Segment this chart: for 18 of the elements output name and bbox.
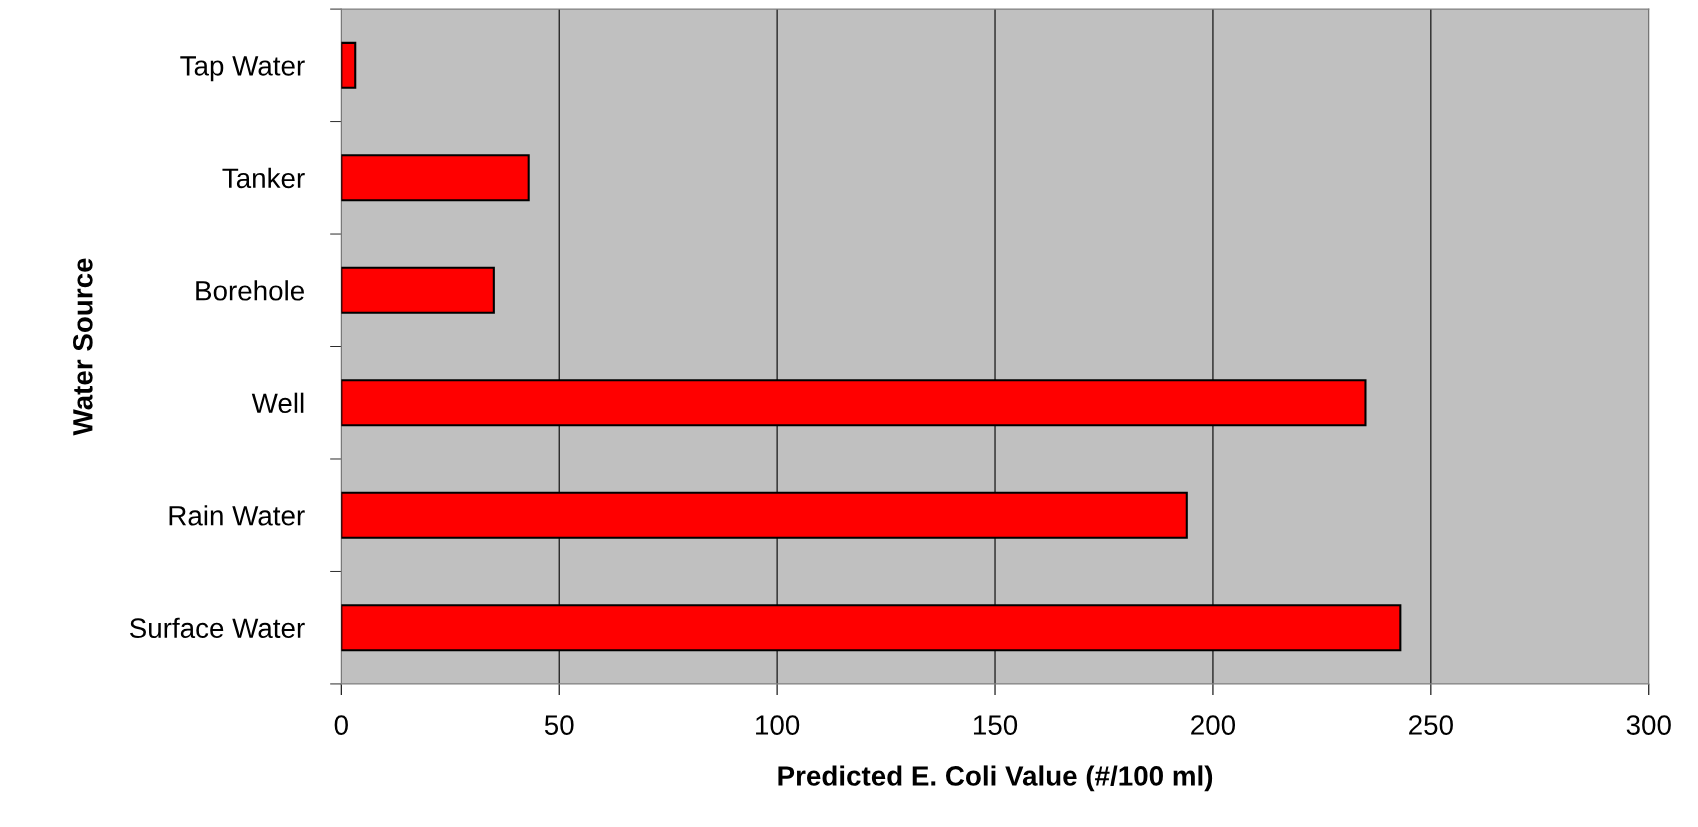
x-tick-label: 0 bbox=[334, 715, 348, 735]
bar bbox=[341, 266, 495, 314]
y-tick-label: Tanker bbox=[222, 167, 305, 189]
x-axis-title: Predicted E. Coli Value (#/100 ml) bbox=[778, 765, 1213, 792]
y-tick-label: Rain Water bbox=[169, 505, 305, 526]
y-tick-label: Borehole bbox=[196, 280, 304, 301]
y-tick-label: Tap Water bbox=[180, 56, 305, 82]
x-tick-label: 150 bbox=[973, 715, 1018, 735]
x-tick-label: 250 bbox=[1409, 715, 1453, 735]
y-tick-label: Surface Water bbox=[129, 617, 305, 639]
x-tick-label: 50 bbox=[544, 715, 574, 735]
x-tick-label: 100 bbox=[756, 715, 800, 735]
y-axis-title: Water Source bbox=[72, 258, 93, 436]
x-tick-label: 300 bbox=[1626, 715, 1671, 735]
bar bbox=[341, 154, 530, 202]
y-tick-label: Well bbox=[251, 392, 304, 414]
bar bbox=[341, 41, 357, 89]
x-tick-label: 200 bbox=[1191, 715, 1236, 735]
